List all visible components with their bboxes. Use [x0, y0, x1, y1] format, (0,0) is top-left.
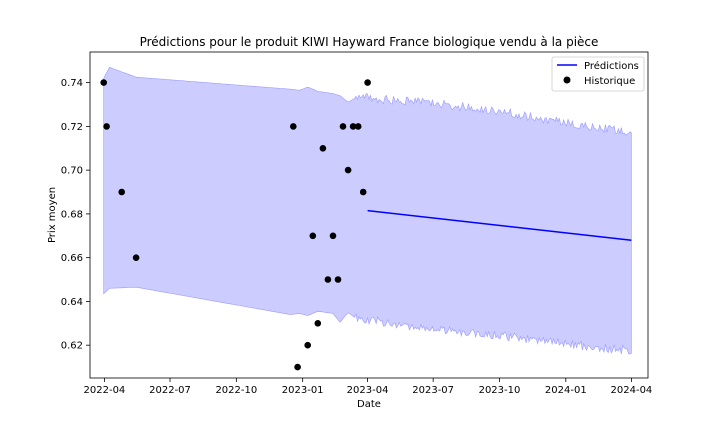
- data-point-historique: [329, 232, 337, 240]
- legend: Prédictions Historique: [551, 56, 645, 92]
- y-tick-label: 0.62: [61, 341, 83, 352]
- data-point-historique: [324, 276, 332, 283]
- x-tick-label: 2023-04: [347, 385, 389, 396]
- y-axis: 0.62 0.64 0.66 0.68 0.70 0.72 0.74: [61, 78, 90, 352]
- x-tick-label: 2023-01: [282, 385, 324, 396]
- x-axis: 2022-04 2022-07 2022-10 2023-01 2023-04 2023-…: [84, 378, 653, 396]
- y-tick-label: 0.72: [61, 122, 83, 133]
- y-tick-label: 0.66: [61, 253, 83, 264]
- data-point-historique: [319, 145, 327, 152]
- data-point-historique: [349, 123, 357, 130]
- series-line-predictions: [367, 209, 632, 241]
- data-point-historique: [344, 166, 352, 174]
- chart-title: Prédictions pour le produit KIWI Hayward…: [140, 35, 599, 49]
- data-point-historique: [309, 232, 317, 240]
- x-axis-label: Date: [357, 399, 381, 410]
- data-point-historique: [314, 320, 322, 327]
- x-tick-label: 2022-07: [149, 385, 191, 396]
- plot-area: [100, 66, 632, 371]
- y-tick-label: 0.70: [61, 166, 83, 177]
- x-tick-label: 2024-01: [545, 385, 587, 396]
- data-point-historique: [359, 188, 367, 196]
- legend-entry-predictions: Prédictions: [584, 60, 639, 72]
- legend-entry-historique: Historique: [584, 76, 635, 87]
- x-tick-label: 2024-04: [611, 385, 653, 396]
- data-point-historique: [103, 123, 110, 130]
- x-tick-label: 2022-04: [84, 385, 126, 396]
- data-point-historique: [118, 188, 125, 196]
- y-tick-label: 0.68: [61, 209, 83, 220]
- series-points-historique: [100, 79, 371, 371]
- data-point-historique: [304, 341, 312, 349]
- data-point-historique: [364, 79, 371, 86]
- x-tick-label: 2023-10: [479, 385, 521, 396]
- y-tick-label: 0.74: [61, 78, 83, 89]
- confidence-band: [103, 66, 632, 355]
- data-point-historique: [290, 123, 297, 130]
- data-point-historique: [132, 254, 140, 261]
- data-point-historique: [294, 363, 301, 371]
- axes-frame: [89, 51, 649, 379]
- data-point-historique: [334, 276, 342, 283]
- y-axis-label: Prix moyen: [47, 187, 58, 243]
- data-point-historique: [100, 79, 107, 86]
- data-point-historique: [354, 123, 362, 130]
- legend-dot-icon: [563, 76, 571, 84]
- x-tick-label: 2022-10: [215, 385, 257, 396]
- data-point-historique: [339, 123, 347, 130]
- y-tick-label: 0.64: [61, 297, 83, 308]
- x-tick-label: 2023-07: [412, 385, 454, 396]
